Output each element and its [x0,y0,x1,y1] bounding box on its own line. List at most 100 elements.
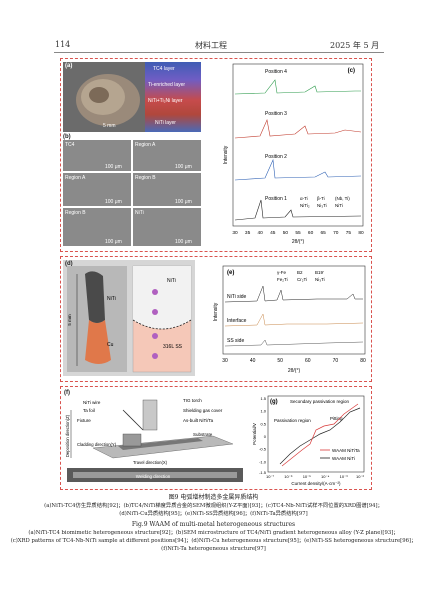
xticks-c: 30 35 40 45 50 55 60 65 70 75 80 [232,230,364,236]
trace-ss-side [224,339,364,347]
g-ytick: -1.5 [259,470,267,475]
caption-en-line-1: (a)NiTi-TC4 biomimetic heterogeneous str… [28,530,399,536]
panel-a-label: (a) [65,63,73,69]
issue-date: 2025 年 5 月 [330,41,380,50]
panel-c-label: (c) [348,68,355,74]
g-xticks: 10⁻⁷ 10⁻⁶ 10⁻⁵ 10⁻⁴ 10⁻³ 10⁻² [266,474,365,479]
d-dot [152,333,158,339]
g-xtick: 10⁻³ [340,474,349,479]
caption-cn-title: 图9 电弧增材制造多金属异质结构 [168,494,259,501]
journal-name: 材料工程 [195,41,227,50]
f-substrate [92,435,234,459]
sem-tile-scale: 100 μm [105,199,122,205]
pos-2: Position 2 [265,154,287,160]
g-legend-0: WAAM NiTiTa [332,448,360,453]
trace-niti-side [224,285,363,303]
sem-tile-title: TC4 [65,142,75,148]
d-cu-part [85,320,111,364]
xtick-c: 70 [333,230,339,236]
trace-position-4 [234,79,361,95]
d-niti-part [85,271,105,323]
legend-e-0: γ-Fe [277,270,286,275]
g-xtick: 10⁻⁷ [266,474,275,479]
f-fixture [122,433,142,447]
xtick-c: 80 [358,230,364,236]
figure-row-top [60,58,372,252]
xrd-c-frame [232,63,364,227]
page-number: 114 [55,40,71,49]
sem-tile-scale: 100 μm [105,239,122,245]
g-xtick: 10⁻⁶ [284,474,293,479]
curve-niti [279,407,361,465]
legend-e-2: B19′ [315,270,324,275]
caption-cn-line-1: (a)NiTi-TC4仿生异质结构[92]；(b)TC4/NiTi梯度异质合金的… [44,503,383,509]
sem-tile-6: NiTi 100 μm [133,208,201,246]
f-label-cladding: Cladding direction(Y) [77,442,117,447]
caption-en-title: Fig.9 WAAM of multi-metal heterogeneous … [131,521,296,528]
g-frame [267,395,365,473]
legend-c-2: (Nb, Ti) [335,196,350,201]
legend-c-4: Ni₃Ti [317,203,327,208]
sem-tile-scale: 100 μm [175,199,192,205]
sem-tile-title: NiTi [135,210,144,216]
layer-niti: NiTi layer [155,120,176,126]
f-label-torch: TIG torch [183,398,202,403]
legend-c-3: NiTi₂ [300,203,310,208]
sem-tile-title: Region B [135,175,156,181]
legend-e-1: B2 [297,270,303,275]
pos-4: Position 4 [265,69,287,75]
xtick-c: 75 [346,230,352,236]
g-legend-1: WAAM NiTi [332,456,355,461]
f-wire [122,409,144,431]
xtick-c: 30 [232,230,238,236]
caption-cn-line-2: (d)NiTi-Cu异质结构[95]；(e)NiTi-SS异质结构[96]；(f… [119,511,308,517]
d-dot [152,289,158,295]
d-cu-text: Cu [107,342,114,348]
g-annot-pitting: Pitting [330,416,343,421]
g-xtick: 10⁻² [356,474,365,479]
legend-c-0: α-Ti [300,196,308,201]
panel-e-xrd: (e) γ-Fe B2 B19′ Fe₂Ti Cr₂Ti Ni₃Ti NiTi … [213,265,366,374]
sem-tile-title: Region B [65,210,86,216]
xtick-c: 65 [321,230,327,236]
g-xtick: 10⁻⁴ [321,474,330,479]
g-ylabel: Potential/V [252,423,257,445]
xtick-c: 60 [308,230,314,236]
header-rule [54,52,384,53]
xtick-c: 45 [270,230,276,236]
xtick-c: 50 [283,230,289,236]
panel-d: (d) 5 mm NiTi Cu NiTi 316L SS [63,260,195,376]
panel-a-layers: TC4 layer Ti-enriched layer NiTi+Ti₂Ni l… [145,62,201,132]
g-xtick: 10⁻⁵ [303,474,312,479]
figure-row-bottom [60,386,372,490]
caption-en-line-2: (c)XRD patterns of TC4-Nb-NiTi sample at… [10,538,417,544]
trace-position-3 [234,118,362,139]
sem-tile-3: Region A 100 μm [63,173,131,206]
legend-e-3: Fe₂Ti [277,277,288,282]
legend-c-5: NiTi [335,203,343,208]
pos-3: Position 3 [265,111,287,117]
f-label-ta: Ta foil [83,408,95,413]
legend-e-5: Ni₃Ti [315,277,325,282]
xtick-e: 50 [277,358,283,364]
f-label-wire: NiTi wire [83,400,101,405]
g-ytick: -0.5 [259,447,267,452]
d-niti-schematic-text: NiTi [167,278,176,284]
panel-b-label: (b) [63,134,71,140]
figure-row-middle [60,256,372,382]
layer-ti-enriched: Ti-enriched layer [148,82,186,88]
xtick-c: 40 [258,230,264,236]
d-dot [152,353,158,359]
g-ytick: 0.5 [260,421,266,426]
d-dot [152,309,158,315]
sem-tile-title: Region A [65,175,86,181]
g-ytick: 1.0 [260,409,266,414]
panel-f: (f) Deposition direction(Z) NiTi wire Ta… [63,390,248,485]
xtick-e: 70 [333,358,339,364]
g-annot-passivation: Passivation region [274,418,311,423]
e-trace-0: NiTi side [227,294,246,300]
trace-position-1 [234,199,362,221]
panel-g-label: (g) [270,399,278,405]
panel-e-label: (e) [227,270,234,276]
g-ytick: 0 [264,434,267,439]
